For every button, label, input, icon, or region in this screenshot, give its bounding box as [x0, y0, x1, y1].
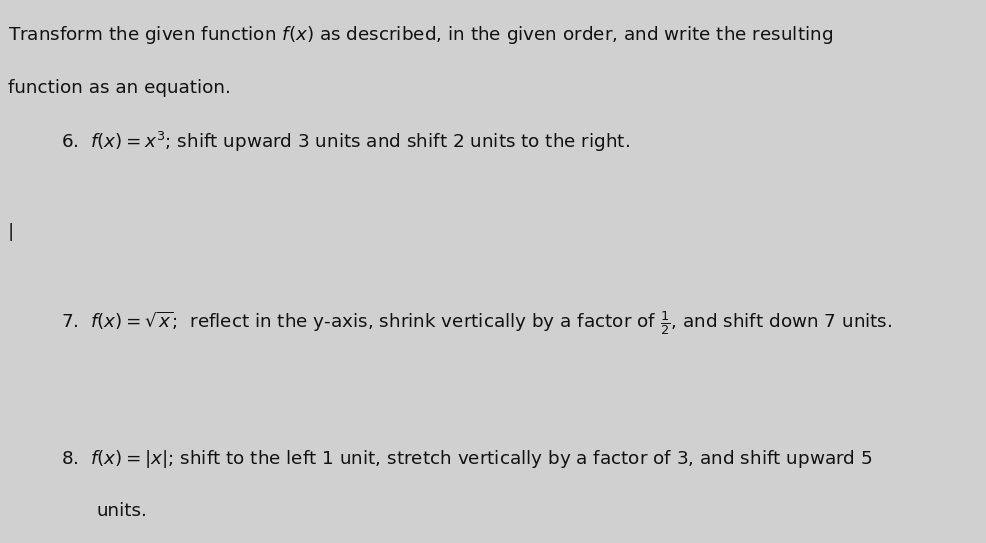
Text: function as an equation.: function as an equation.: [8, 79, 231, 97]
Text: 7.  $f(x) = \sqrt{x}$;  reflect in the y-axis, shrink vertically by a factor of : 7. $f(x) = \sqrt{x}$; reflect in the y-a…: [61, 310, 892, 337]
Text: |: |: [8, 223, 14, 241]
Text: Transform the given function $f(x)$ as described, in the given order, and write : Transform the given function $f(x)$ as d…: [8, 24, 833, 47]
Text: units.: units.: [97, 502, 148, 520]
Text: 8.  $f(x) = |x|$; shift to the left 1 unit, stretch vertically by a factor of 3,: 8. $f(x) = |x|$; shift to the left 1 uni…: [61, 448, 873, 470]
Text: 6.  $f(x) = x^3$; shift upward 3 units and shift 2 units to the right.: 6. $f(x) = x^3$; shift upward 3 units an…: [61, 130, 630, 154]
